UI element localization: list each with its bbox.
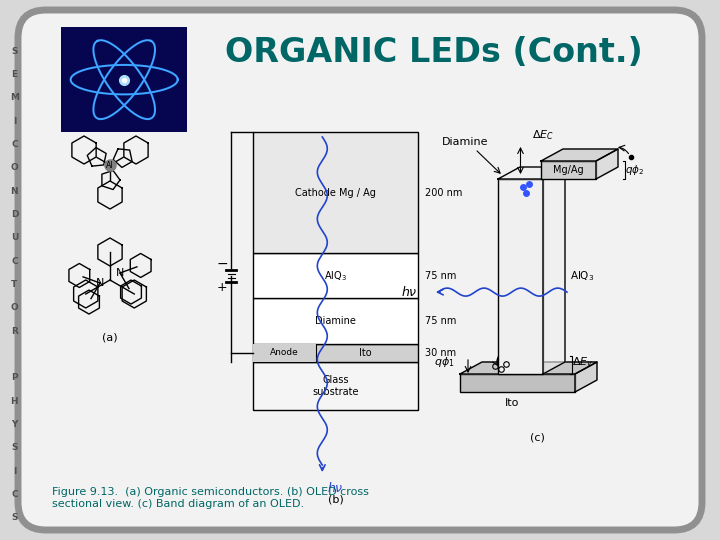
Text: $q\phi_1$: $q\phi_1$ bbox=[434, 355, 455, 369]
Polygon shape bbox=[596, 149, 618, 179]
Text: AlQ$_3$: AlQ$_3$ bbox=[570, 269, 594, 284]
Text: AlQ$_3$: AlQ$_3$ bbox=[324, 269, 347, 282]
Bar bbox=[253, 253, 418, 299]
Text: −: − bbox=[216, 256, 228, 271]
Bar bbox=[498, 179, 543, 374]
Text: 200 nm: 200 nm bbox=[425, 187, 462, 198]
Text: C: C bbox=[11, 256, 18, 266]
Text: +: + bbox=[217, 281, 228, 294]
Text: Diamine: Diamine bbox=[442, 137, 488, 147]
Text: Ito: Ito bbox=[359, 348, 372, 358]
Text: I: I bbox=[13, 117, 16, 126]
Text: (a): (a) bbox=[102, 332, 118, 342]
Text: U: U bbox=[11, 233, 18, 242]
Text: (c): (c) bbox=[530, 432, 545, 442]
Text: M: M bbox=[10, 93, 19, 103]
Text: C: C bbox=[11, 490, 18, 499]
Text: N: N bbox=[11, 187, 18, 196]
Text: C: C bbox=[11, 140, 18, 149]
Text: H: H bbox=[11, 397, 18, 406]
Text: 30 nm: 30 nm bbox=[425, 348, 456, 358]
Text: Cathode Mg / Ag: Cathode Mg / Ag bbox=[295, 187, 376, 198]
Bar bbox=[460, 374, 575, 392]
Text: Glass
substrate: Glass substrate bbox=[312, 375, 359, 397]
Text: S: S bbox=[11, 514, 18, 522]
Text: E: E bbox=[12, 70, 17, 79]
Bar bbox=[253, 132, 418, 253]
Polygon shape bbox=[541, 149, 618, 161]
Polygon shape bbox=[460, 362, 597, 374]
Text: $\Delta E_C$: $\Delta E_C$ bbox=[531, 128, 554, 142]
Bar bbox=[253, 362, 418, 410]
Text: $q\phi_2$: $q\phi_2$ bbox=[625, 163, 644, 177]
Text: ORGANIC LEDs (Cont.): ORGANIC LEDs (Cont.) bbox=[225, 37, 643, 70]
Polygon shape bbox=[575, 362, 597, 392]
Text: D: D bbox=[11, 210, 18, 219]
Bar bbox=[253, 344, 418, 362]
Text: Anode: Anode bbox=[270, 348, 299, 357]
Text: S: S bbox=[11, 443, 18, 453]
FancyBboxPatch shape bbox=[18, 10, 702, 530]
Bar bbox=[253, 299, 418, 344]
Text: (b): (b) bbox=[328, 495, 343, 505]
Text: N: N bbox=[116, 268, 124, 278]
Text: N: N bbox=[96, 278, 104, 288]
Bar bbox=[541, 161, 596, 179]
Text: P: P bbox=[11, 373, 18, 382]
Text: Mg/Ag: Mg/Ag bbox=[553, 165, 584, 175]
Text: Ito: Ito bbox=[505, 398, 520, 408]
Text: Diamine: Diamine bbox=[315, 316, 356, 326]
Text: T: T bbox=[12, 280, 17, 289]
Text: Y: Y bbox=[12, 420, 17, 429]
Text: S: S bbox=[11, 47, 18, 56]
Text: 75 nm: 75 nm bbox=[425, 316, 456, 326]
Text: $h\nu$: $h\nu$ bbox=[402, 285, 418, 299]
Bar bbox=[253, 344, 315, 362]
Polygon shape bbox=[543, 167, 565, 374]
Text: Figure 9.13.  (a) Organic semiconductors. (b) OLED cross
sectional view. (c) Ban: Figure 9.13. (a) Organic semiconductors.… bbox=[52, 487, 369, 509]
Text: O: O bbox=[11, 303, 18, 313]
Polygon shape bbox=[498, 167, 565, 179]
Text: 75 nm: 75 nm bbox=[425, 271, 456, 281]
Text: Al: Al bbox=[107, 160, 114, 170]
Text: O: O bbox=[11, 164, 18, 172]
Text: I: I bbox=[13, 467, 16, 476]
Text: $\Delta E_v$: $\Delta E_v$ bbox=[572, 355, 593, 369]
Text: R: R bbox=[11, 327, 18, 336]
Text: $h\nu$: $h\nu$ bbox=[328, 481, 344, 495]
